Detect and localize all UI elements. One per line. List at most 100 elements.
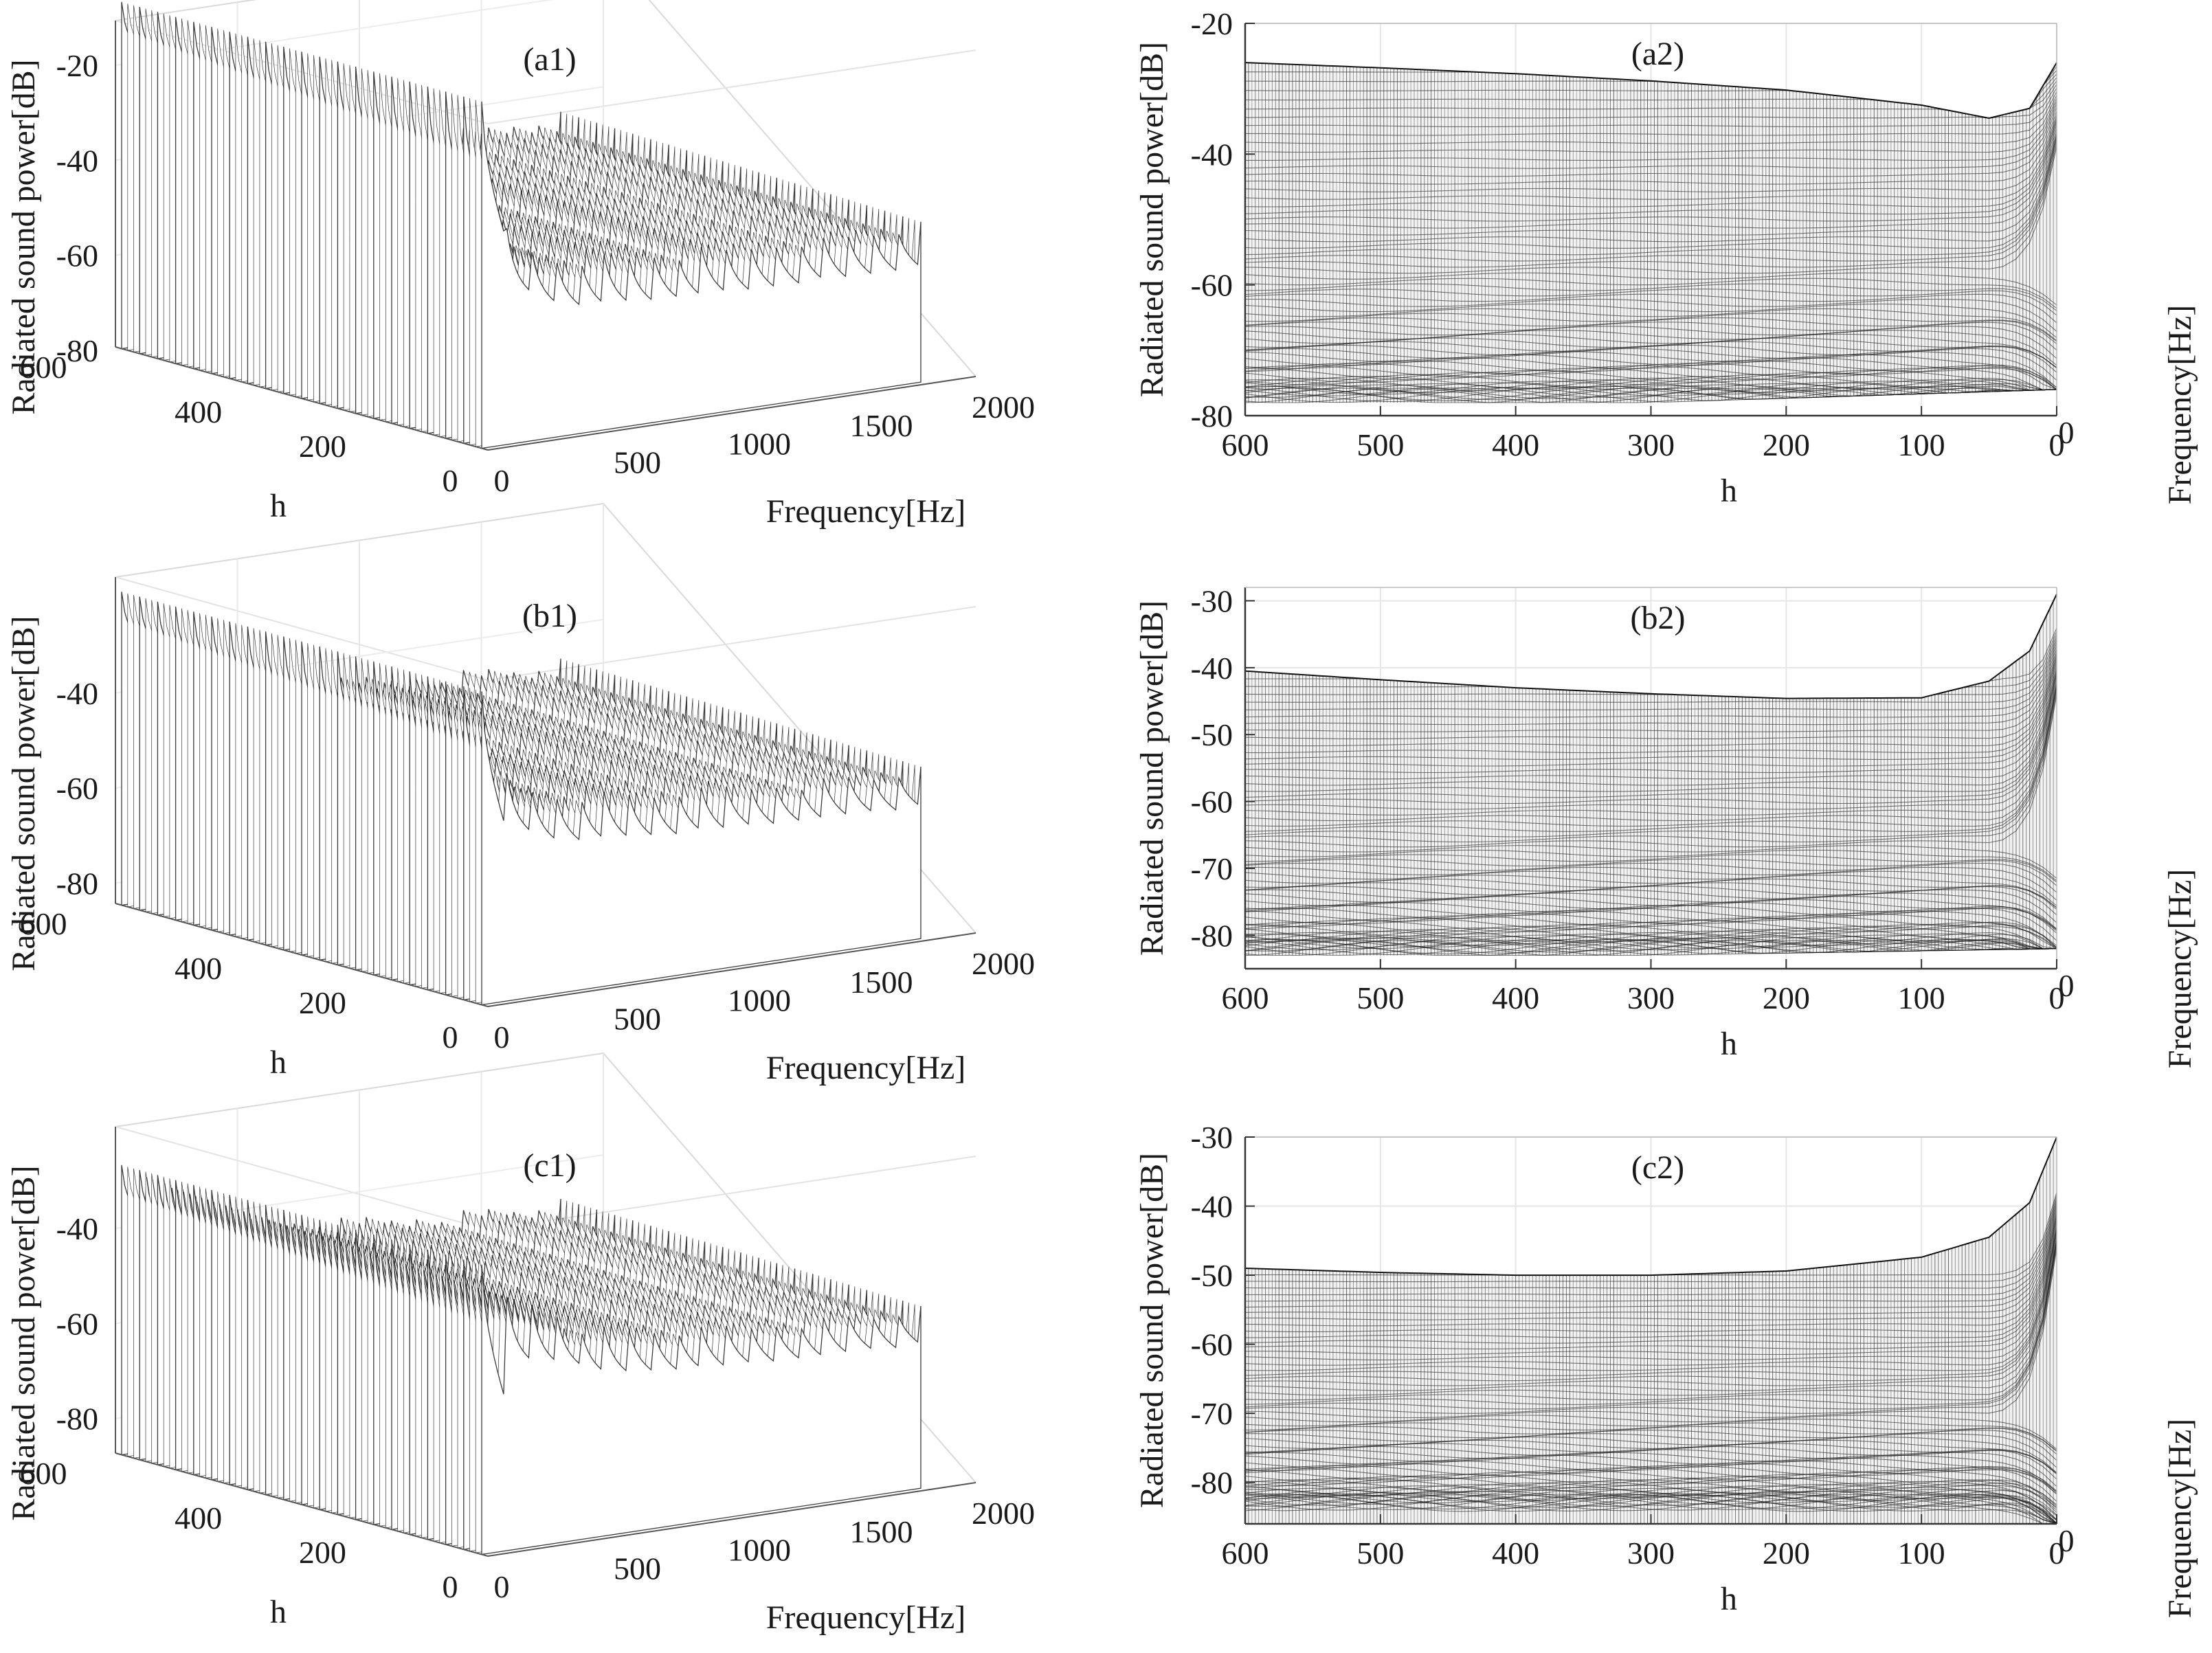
- mode-curve: [1244, 1228, 2057, 1366]
- mode-curve: [1244, 326, 2057, 359]
- mode-curve: [1244, 313, 2057, 342]
- frequency-tick-label: 0: [494, 463, 510, 498]
- mode-curve: [1244, 673, 2057, 798]
- power-tick-label: -60: [56, 238, 98, 273]
- frequency-axis-label: Frequency[Hz]: [2162, 1419, 2198, 1619]
- mode-curve: [1244, 939, 2057, 956]
- h-tick-label: 300: [1627, 427, 1675, 462]
- mode-curve: [1244, 1494, 2057, 1525]
- mode-curve: [1245, 1210, 2057, 1320]
- mode-curve: [1245, 298, 2057, 332]
- mode-curve: [1244, 862, 2057, 893]
- mode-curve: [1244, 1472, 2057, 1511]
- mode-curve: [1245, 649, 2057, 732]
- mode-curve: [1244, 337, 2057, 368]
- h-axis-label: h: [1721, 473, 1737, 509]
- frequency-axis-label: Frequency[Hz]: [766, 493, 966, 530]
- mode-curve: [1244, 1463, 2057, 1492]
- mode-curve: [1244, 365, 2057, 390]
- mode-curve: [1244, 642, 2057, 718]
- mode-curve: [1244, 128, 2057, 229]
- h-tick-label: 400: [1492, 427, 1539, 462]
- mode-curve: [1244, 662, 2057, 767]
- mode-curve: [1244, 317, 2057, 345]
- mode-curve: [1245, 100, 2057, 161]
- panel-a2: 600 500 400 300 200 100 0 -20 -40 -60 -80 0 (a2) h Rad…: [1134, 6, 2198, 509]
- mode-curve: [1244, 322, 2057, 351]
- h-tick-label: 200: [299, 429, 346, 464]
- mode-curve: [1244, 1494, 2057, 1525]
- mode-curve: [1244, 866, 2057, 901]
- grid-line: [487, 606, 976, 681]
- power-tick-label: -40: [1191, 1189, 1233, 1224]
- h-axis-line: [115, 903, 489, 1007]
- h-tick-label: 500: [1356, 427, 1404, 462]
- h-axis-label: h: [270, 1044, 287, 1081]
- mode-curve: [1244, 1212, 2057, 1327]
- mode-curve: [1244, 1489, 2057, 1525]
- mode-curve: [1244, 84, 2057, 119]
- frequency-tick-label: 0: [2059, 415, 2075, 450]
- mode-curve: [1244, 1489, 2057, 1525]
- mode-curve: [1245, 1216, 2057, 1338]
- mode-curve: [1244, 1229, 2057, 1371]
- h-axis-label: h: [270, 488, 287, 524]
- mode-curve: [1244, 103, 2057, 169]
- mode-curve: [1244, 646, 2057, 726]
- mode-curve: [1244, 370, 2057, 391]
- frequency-tick-label: 0: [2059, 968, 2075, 1003]
- mode-curve: [1244, 1485, 2057, 1516]
- mode-curve: [1244, 932, 2057, 949]
- mode-curve: [1244, 936, 2057, 951]
- power-tick-label: -80: [1191, 398, 1233, 434]
- mode-curve: [1244, 659, 2057, 760]
- upper-envelope: [1244, 62, 2057, 120]
- h-tick-label: 400: [1492, 980, 1539, 1015]
- h-tick-label: 500: [1356, 1536, 1404, 1571]
- mode-curve: [1244, 385, 2057, 401]
- mode-curve: [1244, 912, 2057, 949]
- grid-line: [115, 1126, 489, 1230]
- h-tick-label: 200: [1763, 980, 1810, 1015]
- mode-curve: [1244, 1419, 2057, 1452]
- power-tick-label: -80: [56, 866, 98, 901]
- mode-curve: [1244, 1249, 2057, 1419]
- panel-title: (a2): [1631, 36, 1684, 72]
- mode-curve: [1244, 283, 2057, 311]
- h-tick-label: 500: [1356, 980, 1404, 1015]
- h-tick-label: 200: [299, 985, 346, 1020]
- frequency-tick-label: 2000: [972, 390, 1035, 425]
- mode-curve: [1244, 381, 2057, 395]
- mode-curve: [1244, 910, 2057, 948]
- h-tick-label: 200: [1763, 427, 1810, 462]
- mode-curve: [1244, 348, 2057, 381]
- mode-curve: [1244, 917, 2057, 946]
- mode-curve: [1244, 854, 2057, 883]
- mode-curve: [1244, 905, 2057, 934]
- frequency-tick-label: 1500: [850, 1514, 913, 1549]
- h-tick-label: 600: [20, 1456, 67, 1491]
- mode-curve: [1244, 131, 2057, 236]
- grid-line: [487, 49, 976, 124]
- h-tick-label: 400: [1492, 1536, 1539, 1571]
- mode-curve: [1244, 688, 2057, 837]
- mode-curve: [1244, 379, 2057, 394]
- mode-curve: [1244, 1422, 2057, 1452]
- panel-title: (c2): [1631, 1149, 1684, 1186]
- h-tick-label: 200: [1763, 1536, 1810, 1571]
- mode-curve: [1244, 272, 2057, 306]
- mode-curve: [1244, 374, 2057, 391]
- h-axis-line: [115, 1452, 489, 1557]
- mode-curve: [1244, 899, 2057, 930]
- upper-envelope: [1244, 594, 2057, 699]
- mode-curve: [1244, 360, 2057, 388]
- mode-curve: [1244, 121, 2057, 215]
- mode-curve: [1244, 372, 2057, 391]
- mode-curve: [1244, 668, 2057, 780]
- h-tick-label: 200: [299, 1535, 346, 1570]
- mode-curve: [1244, 114, 2057, 192]
- mode-curve: [1244, 1437, 2057, 1473]
- mode-curve: [1244, 1465, 2057, 1495]
- mode-curve: [1244, 137, 2057, 256]
- mode-curve: [1244, 1195, 2057, 1283]
